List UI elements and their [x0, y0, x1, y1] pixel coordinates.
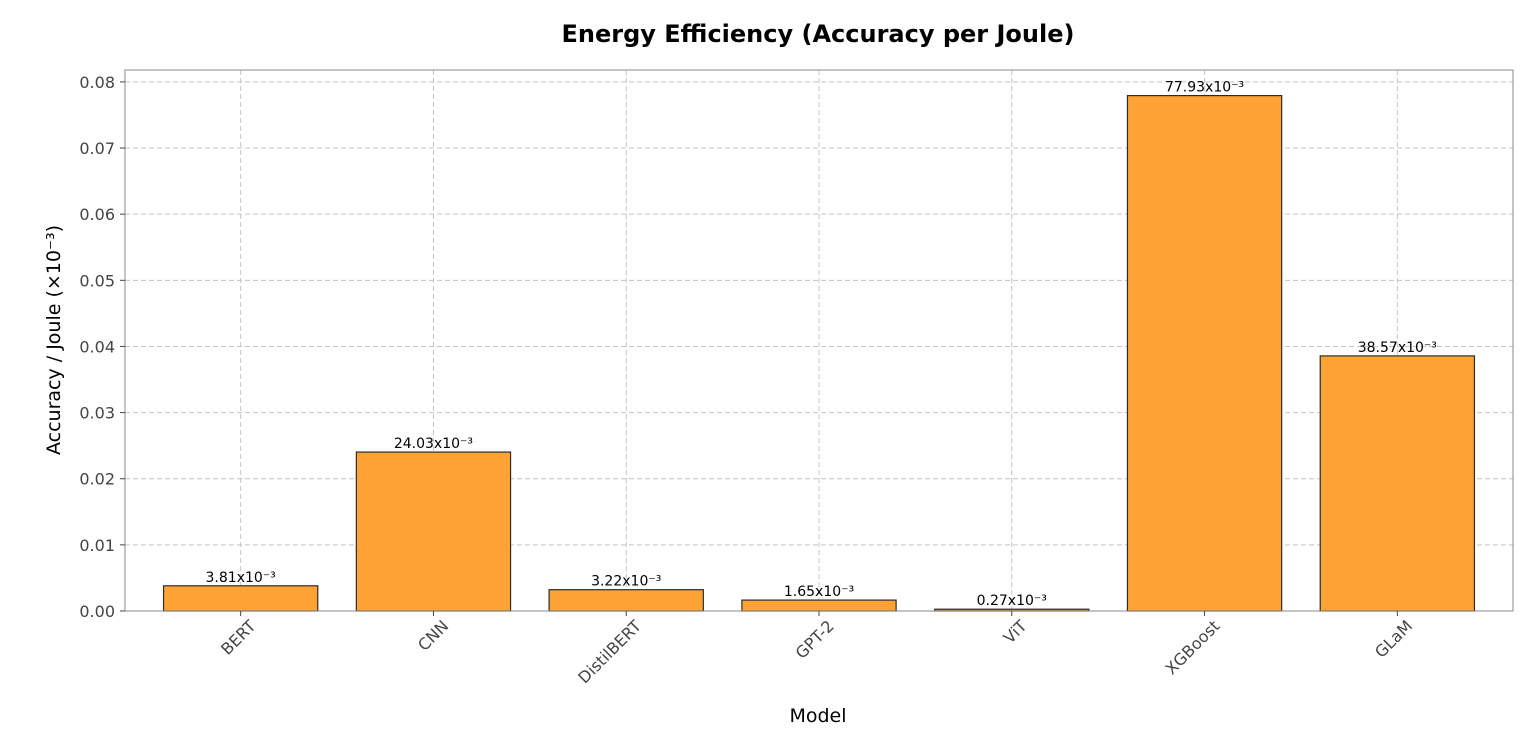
y-tick-label: 0.03: [79, 404, 115, 423]
y-tick-label: 0.04: [79, 337, 115, 356]
x-tick-label: GLaM: [1371, 616, 1416, 661]
bar-gpt-2: [741, 599, 897, 612]
data-label: 1.65x10⁻³: [784, 584, 854, 600]
chart-title: Energy Efficiency (Accuracy per Joule): [562, 20, 1075, 48]
y-axis-label: Accuracy / Joule (×10⁻³): [43, 225, 65, 455]
y-tick-label: 0.08: [79, 73, 115, 92]
bar-glam: [1319, 355, 1476, 612]
y-tick-label: 0.05: [79, 271, 115, 290]
y-tick-label: 0.07: [79, 139, 115, 158]
data-labels: 3.81x10⁻³ 24.03x10⁻³ 3.22x10⁻³ 1.65x10⁻³ 0.2…: [206, 80, 1437, 610]
y-tick-label: 0.00: [79, 602, 115, 621]
x-tick-label: ViT: [1000, 616, 1031, 647]
x-tick-label: BERT: [217, 616, 259, 658]
x-axis: BERT CNN DistilBERT GPT-2 ViT XGBoost GLaM: [217, 611, 1416, 687]
x-axis-label: Model: [789, 705, 846, 727]
data-label: 38.57x10⁻³: [1358, 340, 1437, 356]
data-label: 77.93x10⁻³: [1165, 80, 1244, 96]
bar-xgboost: [1126, 94, 1283, 612]
y-tick-label: 0.06: [79, 205, 115, 224]
bars: [162, 94, 1476, 612]
y-axis: 0.00 0.01 0.02 0.03 0.04 0.05 0.06 0.07 0.08: [79, 73, 125, 621]
data-label: 0.27x10⁻³: [977, 593, 1047, 609]
grid-lines: [125, 70, 1513, 612]
x-tick-label: GPT-2: [792, 616, 838, 662]
x-tick-label: XGBoost: [1161, 616, 1223, 678]
x-tick-label: CNN: [414, 616, 452, 654]
data-label: 3.81x10⁻³: [206, 570, 276, 586]
x-tick-label: DistilBERT: [574, 616, 645, 687]
bar-distilbert: [548, 589, 704, 612]
data-label: 3.22x10⁻³: [591, 574, 661, 590]
y-tick-label: 0.01: [79, 536, 115, 555]
bar-cnn: [355, 451, 512, 612]
bar-bert: [162, 585, 319, 612]
data-label: 24.03x10⁻³: [394, 436, 473, 452]
y-tick-label: 0.02: [79, 470, 115, 489]
